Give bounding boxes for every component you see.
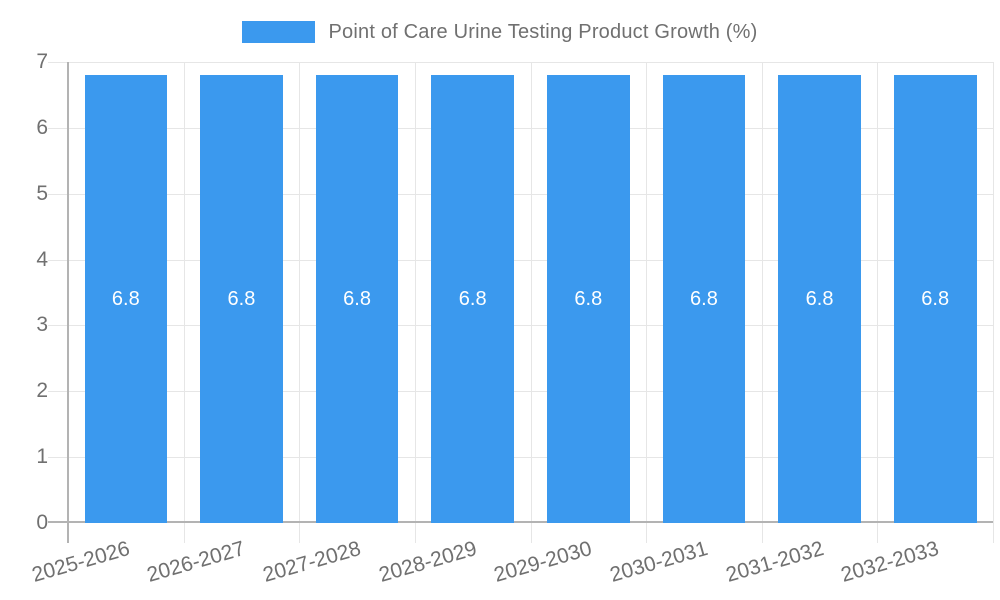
gridline-vertical bbox=[299, 62, 300, 543]
y-tick-label: 7 bbox=[36, 50, 48, 73]
y-tick-label: 6 bbox=[36, 116, 48, 139]
bar-value-label: 6.8 bbox=[805, 287, 834, 310]
x-axis-line bbox=[48, 521, 993, 523]
bar[interactable]: 6.8 bbox=[778, 75, 861, 523]
chart-legend-item[interactable]: Point of Care Urine Testing Product Grow… bbox=[0, 20, 1000, 44]
gridline-vertical bbox=[762, 62, 763, 543]
gridline-horizontal bbox=[48, 194, 993, 195]
bar-value-label: 6.8 bbox=[227, 287, 256, 310]
gridline-vertical bbox=[877, 62, 878, 543]
y-tick-label: 0 bbox=[36, 511, 48, 534]
gridline-vertical bbox=[993, 62, 994, 543]
gridline-horizontal bbox=[48, 128, 993, 129]
bar-value-label: 6.8 bbox=[690, 287, 718, 310]
gridline-vertical bbox=[415, 62, 416, 543]
y-axis-line bbox=[67, 62, 69, 543]
gridline-horizontal bbox=[48, 391, 993, 392]
gridline-vertical bbox=[184, 62, 185, 543]
gridline-horizontal bbox=[48, 260, 993, 261]
y-tick-label: 4 bbox=[36, 248, 48, 271]
y-tick-label: 3 bbox=[36, 313, 48, 336]
bar[interactable]: 6.8 bbox=[893, 75, 977, 523]
gridline-horizontal bbox=[48, 457, 993, 458]
bar-value-label: 6.8 bbox=[921, 287, 950, 310]
bar-value-label: 6.8 bbox=[458, 287, 487, 310]
bar[interactable]: 6.8 bbox=[547, 75, 630, 523]
bar[interactable]: 6.8 bbox=[315, 75, 399, 523]
gridline-vertical bbox=[531, 62, 532, 543]
bar-value-label: 6.8 bbox=[343, 287, 371, 310]
gridline-horizontal bbox=[48, 62, 993, 63]
y-tick-label: 2 bbox=[36, 379, 48, 402]
bar[interactable]: 6.8 bbox=[662, 75, 746, 523]
chart-title: Point of Care Urine Testing Product Grow… bbox=[328, 20, 758, 43]
bar[interactable]: 6.8 bbox=[84, 75, 168, 523]
gridline-vertical bbox=[646, 62, 647, 543]
y-tick-label: 5 bbox=[36, 182, 48, 205]
bar-value-label: 6.8 bbox=[574, 287, 603, 310]
legend-swatch-icon bbox=[242, 21, 316, 43]
plot-area: 6.8 6.8 6.8 6.8 6.8 6.8 6.8 6.8 bbox=[48, 62, 994, 543]
gridline-horizontal bbox=[48, 325, 993, 326]
y-tick-label: 1 bbox=[36, 445, 48, 468]
bar[interactable]: 6.8 bbox=[431, 75, 514, 523]
bar[interactable]: 6.8 bbox=[200, 75, 283, 523]
bar-value-label: 6.8 bbox=[111, 287, 140, 310]
